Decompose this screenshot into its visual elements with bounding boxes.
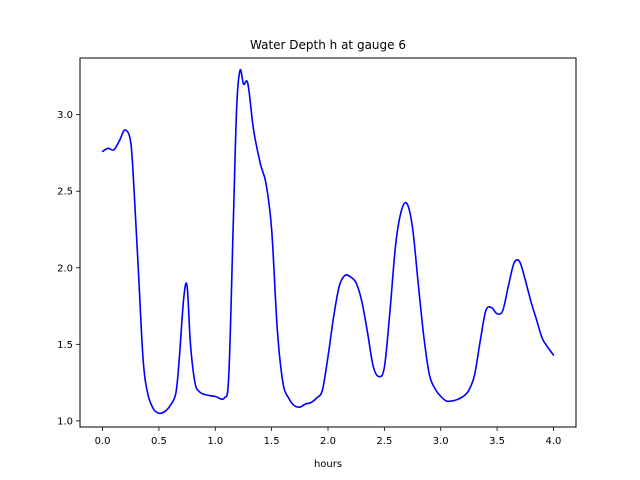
plot-frame (79, 57, 577, 428)
x-tick-label: 4.0 (546, 436, 562, 447)
x-tick-label: 3.0 (433, 436, 449, 447)
x-axis-label: hours (314, 459, 342, 470)
x-tick-label: 1.5 (264, 436, 280, 447)
x-axis-ticks: 0.0 0.5 1.0 1.5 2.0 2.5 3.0 3.5 4.0 (95, 427, 562, 447)
water-depth-line (101, 68, 555, 415)
y-axis-ticks: 1.0 1.5 2.0 2.5 3.0 (57, 110, 80, 427)
x-tick-label: 0.0 (95, 436, 111, 447)
x-tick-label: 2.5 (376, 436, 392, 447)
y-tick-label: 2.0 (57, 263, 73, 274)
x-tick-label: 1.0 (207, 436, 223, 447)
y-tick-label: 1.0 (57, 416, 73, 427)
plot-area (80, 58, 576, 427)
x-tick-label: 3.5 (489, 436, 505, 447)
chart-title: Water Depth h at gauge 6 (250, 38, 406, 52)
x-tick-label: 2.0 (320, 436, 336, 447)
y-tick-label: 1.5 (57, 340, 73, 351)
y-tick-label: 3.0 (57, 110, 73, 121)
y-tick-label: 2.5 (57, 187, 73, 198)
x-tick-label: 0.5 (151, 436, 167, 447)
